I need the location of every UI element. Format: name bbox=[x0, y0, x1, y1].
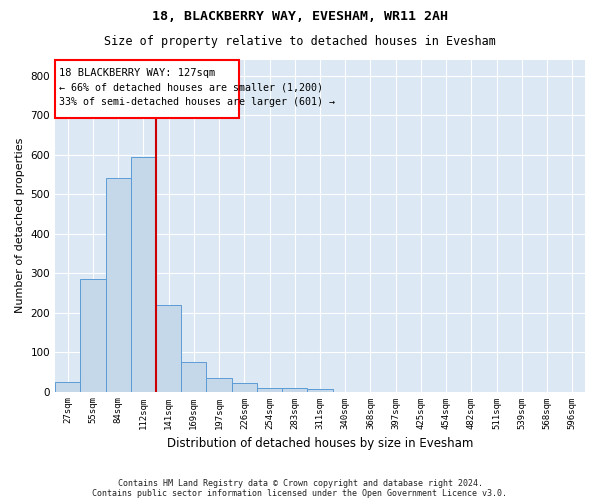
Text: 18 BLACKBERRY WAY: 127sqm: 18 BLACKBERRY WAY: 127sqm bbox=[59, 68, 215, 78]
Bar bbox=[131, 156, 156, 392]
Text: Size of property relative to detached houses in Evesham: Size of property relative to detached ho… bbox=[104, 35, 496, 48]
Bar bbox=[80, 279, 106, 392]
Bar bbox=[232, 383, 257, 392]
Bar bbox=[55, 382, 80, 392]
Text: 18, BLACKBERRY WAY, EVESHAM, WR11 2AH: 18, BLACKBERRY WAY, EVESHAM, WR11 2AH bbox=[152, 10, 448, 23]
Text: 33% of semi-detached houses are larger (601) →: 33% of semi-detached houses are larger (… bbox=[59, 97, 335, 107]
Text: ← 66% of detached houses are smaller (1,200): ← 66% of detached houses are smaller (1,… bbox=[59, 82, 323, 92]
X-axis label: Distribution of detached houses by size in Evesham: Distribution of detached houses by size … bbox=[167, 437, 473, 450]
Bar bbox=[282, 388, 307, 392]
Bar bbox=[106, 178, 131, 392]
Bar bbox=[307, 389, 332, 392]
Bar bbox=[156, 304, 181, 392]
Y-axis label: Number of detached properties: Number of detached properties bbox=[15, 138, 25, 314]
Text: Contains HM Land Registry data © Crown copyright and database right 2024.: Contains HM Land Registry data © Crown c… bbox=[118, 478, 482, 488]
FancyBboxPatch shape bbox=[55, 60, 239, 118]
Bar bbox=[206, 378, 232, 392]
Bar bbox=[257, 388, 282, 392]
Text: Contains public sector information licensed under the Open Government Licence v3: Contains public sector information licen… bbox=[92, 488, 508, 498]
Bar bbox=[181, 362, 206, 392]
